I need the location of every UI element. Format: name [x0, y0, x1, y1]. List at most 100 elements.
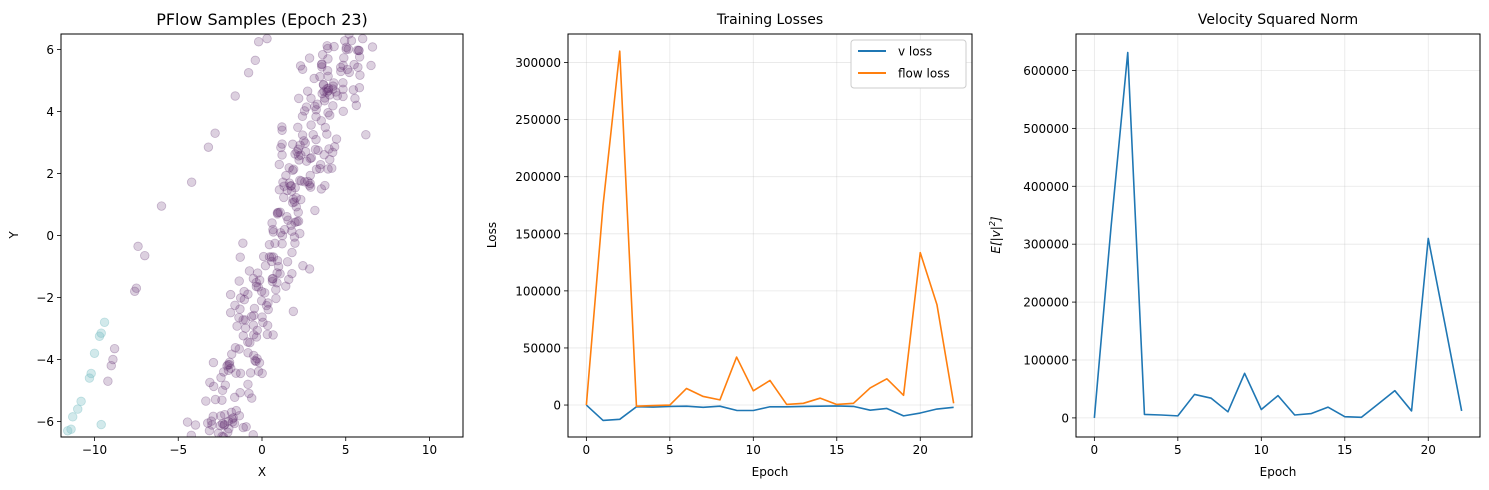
scatter-point [286, 220, 296, 230]
scatter-point [253, 366, 264, 377]
scatter-point [346, 36, 357, 46]
scatter-point [354, 83, 365, 93]
scatter-point [332, 91, 342, 101]
y-tick-label: 200000 [515, 170, 561, 184]
x-tick-label: 5 [342, 443, 350, 457]
scatter-point [220, 409, 230, 420]
scatter-point [325, 154, 335, 165]
scatter-point [338, 84, 348, 94]
scatter-frame [60, 33, 464, 438]
scatter-point [357, 34, 368, 44]
scatter-point [354, 45, 364, 56]
scatter-point [140, 250, 150, 261]
scatter-point [231, 368, 241, 378]
scatter-point [311, 105, 321, 115]
scatter-point [223, 359, 233, 370]
scatter-point [284, 163, 294, 173]
scatter-point [310, 144, 321, 155]
scatter-point [310, 101, 320, 112]
scatter-point [220, 380, 231, 390]
scatter-point [267, 218, 277, 228]
scatter-point [243, 379, 253, 390]
scatter-point [264, 239, 275, 250]
x-tick-label: 20 [913, 443, 928, 457]
scatter-point [310, 205, 320, 216]
scatter-point [273, 261, 284, 272]
y-tick-label: 0 [46, 229, 54, 243]
scatter-point [235, 388, 245, 398]
scatter-point [292, 216, 302, 227]
scatter-point [282, 185, 292, 196]
velocity-frame [1075, 33, 1481, 438]
scatter-point [299, 136, 309, 146]
scatter-point [234, 344, 244, 354]
scatter-point [275, 207, 285, 217]
losses-grid [568, 34, 972, 437]
y-tick-label: 200000 [1023, 296, 1069, 310]
scatter-point [209, 381, 219, 392]
scatter-point [268, 227, 279, 237]
scatter-point [342, 64, 353, 75]
scatter-point [318, 79, 329, 90]
scatter-point [282, 257, 293, 267]
scatter-point [335, 62, 346, 73]
scatter-point [284, 178, 295, 188]
y-tick-label: 400000 [1023, 180, 1069, 194]
velocity-title: Velocity Squared Norm [1198, 12, 1358, 28]
scatter-point [271, 293, 281, 304]
losses-lines [585, 50, 955, 422]
scatter-point [322, 66, 333, 76]
scatter-point [234, 312, 244, 323]
scatter-point [320, 122, 331, 133]
scatter-point [277, 139, 287, 149]
scatter-point [295, 228, 305, 239]
scatter-point [225, 289, 236, 300]
scatter-point [216, 411, 226, 421]
scatter-point [322, 41, 332, 51]
scatter-point [306, 153, 317, 163]
scatter-point [264, 252, 275, 262]
scatter-point [351, 100, 362, 111]
scatter-point [235, 304, 245, 314]
y-tick-label: −6 [36, 415, 54, 429]
scatter-point [227, 417, 238, 427]
scatter-point [336, 66, 346, 77]
scatter-point [262, 329, 273, 340]
scatter-point [258, 251, 269, 262]
scatter-point [251, 281, 262, 292]
scatter-point [319, 86, 329, 97]
scatter-point [288, 197, 298, 208]
scatter-point [293, 216, 304, 226]
scatter-point [219, 419, 230, 430]
scatter-point [311, 164, 322, 175]
scatter-point [348, 85, 359, 95]
scatter-point [281, 170, 291, 181]
losses-axes: 0 5 10 15 20 0 50000 100000 150000 200000 250000 30… [515, 56, 928, 457]
scatter-point [317, 62, 327, 72]
scatter-point [293, 151, 304, 161]
scatter-point [245, 337, 255, 348]
scatter-point [281, 281, 291, 291]
scatter-point [229, 418, 240, 429]
scatter-point [317, 59, 327, 69]
scatter-point [133, 241, 143, 252]
scatter-point [230, 91, 240, 101]
scatter-point [327, 163, 337, 173]
scatter-point [267, 274, 277, 284]
scatter-point [291, 202, 301, 212]
scatter-point [299, 106, 310, 116]
losses-frame [567, 33, 973, 438]
scatter-point [240, 315, 250, 325]
scatter-point [254, 357, 265, 368]
scatter-point [203, 142, 214, 152]
scatter-point [251, 356, 261, 367]
scatter-point [331, 134, 342, 144]
scatter-point [186, 430, 197, 437]
scatter-point [218, 367, 229, 377]
scatter-point [210, 128, 220, 138]
scatter-point [285, 181, 296, 191]
scatter-point [243, 348, 253, 358]
scatter-point [223, 365, 234, 375]
y-tick-label: 150000 [515, 227, 561, 241]
scatter-point [275, 228, 286, 238]
